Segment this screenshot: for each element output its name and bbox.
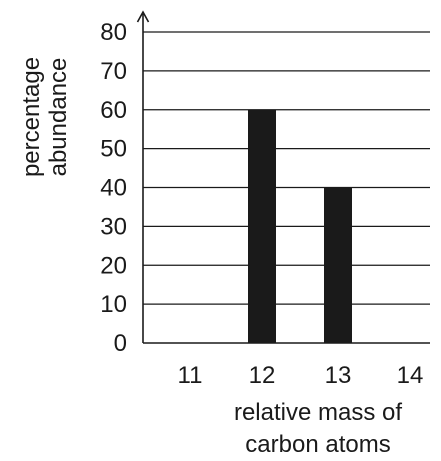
- x-tick-labels: 11 12 13 14: [178, 362, 424, 389]
- y-axis-title-line-2: abundance: [45, 58, 72, 177]
- axes: [136, 10, 430, 344]
- y-tick-label: 40: [100, 175, 127, 202]
- y-axis-title: percentage abundance: [18, 57, 72, 177]
- x-axis-title-line-1: relative mass of: [234, 399, 402, 426]
- y-tick-label: 10: [100, 291, 127, 318]
- x-tick-label: 13: [325, 362, 352, 389]
- y-tick-label: 70: [100, 58, 127, 85]
- x-tick-label: 11: [178, 362, 203, 389]
- y-tick-label: 50: [100, 136, 127, 163]
- y-axis-title-line-1: percentage: [18, 57, 45, 177]
- x-tick-label: 14: [397, 362, 424, 389]
- y-tick-label: 20: [100, 252, 127, 279]
- bar-13: [324, 187, 352, 343]
- y-tick-label: 60: [100, 97, 127, 124]
- x-tick-label: 12: [249, 362, 276, 389]
- y-tick-label: 0: [114, 330, 127, 357]
- y-tick-label: 80: [100, 19, 127, 46]
- y-tick-labels: 0 10 20 30 40 50 60 70 80: [100, 19, 127, 357]
- x-axis-title-line-2: carbon atoms: [245, 431, 390, 458]
- bars: [248, 109, 352, 343]
- y-tick-label: 30: [100, 213, 127, 240]
- bar-12: [248, 109, 276, 343]
- gridlines: [143, 31, 430, 305]
- y-axis-arrow-icon: [136, 10, 150, 23]
